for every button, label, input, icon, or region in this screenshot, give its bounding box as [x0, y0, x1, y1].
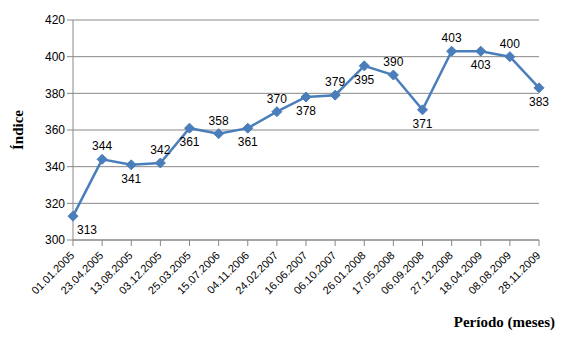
svg-text:16.06.2007: 16.06.2007 — [262, 249, 310, 297]
svg-text:23.04.2005: 23.04.2005 — [58, 249, 106, 297]
svg-text:380: 380 — [45, 87, 65, 101]
svg-text:300: 300 — [45, 233, 65, 247]
svg-text:340: 340 — [45, 160, 65, 174]
svg-text:383: 383 — [529, 95, 549, 109]
svg-text:13.08.2005: 13.08.2005 — [87, 249, 135, 297]
svg-text:03.12.2005: 03.12.2005 — [116, 249, 164, 297]
svg-text:395: 395 — [354, 73, 374, 87]
svg-text:378: 378 — [296, 104, 316, 118]
svg-text:403: 403 — [471, 58, 491, 72]
svg-text:24.02.2007: 24.02.2007 — [232, 249, 281, 297]
svg-text:400: 400 — [45, 50, 65, 64]
svg-text:342: 342 — [150, 143, 170, 157]
svg-text:360: 360 — [45, 123, 65, 137]
svg-text:420: 420 — [45, 13, 65, 27]
svg-text:361: 361 — [238, 135, 258, 149]
svg-text:400: 400 — [500, 37, 520, 51]
svg-text:08.08.2009: 08.08.2009 — [465, 249, 514, 297]
svg-text:06.09.2008: 06.09.2008 — [378, 249, 426, 297]
svg-text:18.04.2009: 18.04.2009 — [436, 249, 485, 297]
svg-text:Índice: Índice — [10, 110, 26, 150]
svg-text:28.11.2009: 28.11.2009 — [496, 249, 543, 296]
svg-text:371: 371 — [412, 117, 432, 131]
svg-text:26.01.2008: 26.01.2008 — [320, 249, 368, 297]
svg-text:361: 361 — [179, 135, 199, 149]
svg-text:403: 403 — [442, 31, 462, 45]
svg-text:320: 320 — [45, 197, 65, 211]
svg-text:344: 344 — [92, 139, 112, 153]
svg-text:313: 313 — [77, 223, 97, 237]
svg-text:390: 390 — [383, 55, 403, 69]
svg-text:15.07.2006: 15.07.2006 — [174, 249, 223, 297]
svg-text:341: 341 — [121, 172, 141, 186]
html-text:Período (meses): Período (meses) — [453, 314, 555, 330]
svg-text:379: 379 — [325, 75, 345, 89]
svg-text:06.10.2007: 06.10.2007 — [291, 249, 339, 297]
svg-text:370: 370 — [267, 92, 287, 106]
svg-text:358: 358 — [209, 114, 229, 128]
svg-text:27.12.2008: 27.12.2008 — [407, 249, 456, 297]
svg-text:25.03.2005: 25.03.2005 — [145, 249, 193, 297]
svg-text:17.05.2008: 17.05.2008 — [349, 249, 397, 297]
svg-text:04.11.2006: 04.11.2006 — [204, 249, 252, 296]
svg-text:01.01.2005: 01.01.2005 — [29, 249, 77, 297]
